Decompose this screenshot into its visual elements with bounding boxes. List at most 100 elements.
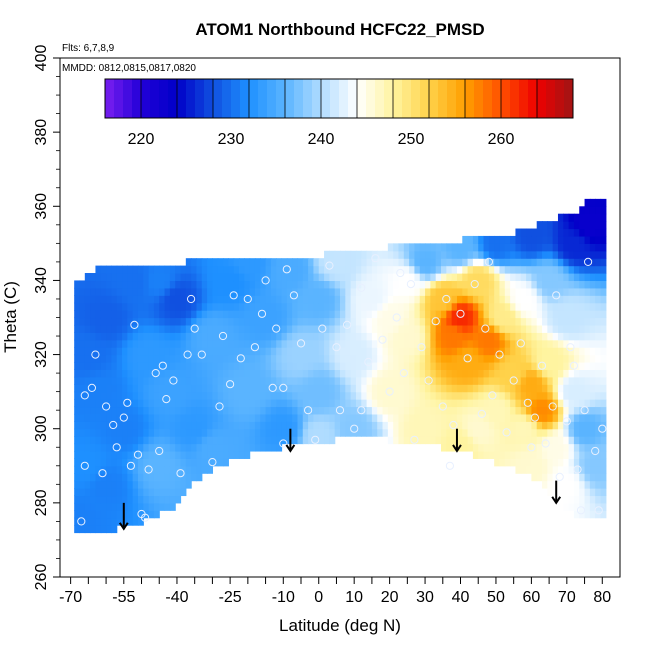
heatmap-cell <box>329 258 336 267</box>
heatmap-cell <box>425 436 431 445</box>
heatmap-cell <box>499 421 506 430</box>
heatmap-cell <box>382 399 389 408</box>
heatmap-cell <box>297 287 304 296</box>
colorbar-segment <box>456 79 466 118</box>
heatmap-cell <box>111 376 118 385</box>
heatmap-cell <box>207 413 214 422</box>
heatmap-cell <box>504 302 511 311</box>
heatmap-cell <box>557 213 564 222</box>
heatmap-cell <box>137 332 144 341</box>
heatmap-cell <box>557 421 564 430</box>
heatmap-cell <box>132 428 139 437</box>
sample-point <box>162 395 171 404</box>
heatmap-cell <box>472 376 479 385</box>
heatmap-cell <box>127 317 134 326</box>
heatmap-cell <box>488 273 495 282</box>
heatmap-cell <box>547 265 554 274</box>
heatmap-cell <box>100 376 107 385</box>
heatmap-cell <box>557 235 564 244</box>
heatmap-cell <box>345 265 352 274</box>
heatmap-cell <box>414 317 421 326</box>
heatmap-cell <box>371 391 378 400</box>
heatmap-cell <box>425 339 431 348</box>
heatmap-cell <box>276 258 283 267</box>
heatmap-cell <box>270 280 277 289</box>
sample-point <box>268 383 277 392</box>
sample-point <box>580 406 589 415</box>
heatmap-cell <box>329 332 336 341</box>
heatmap-cell <box>563 324 570 333</box>
heatmap-cell <box>180 280 187 289</box>
heatmap-cell <box>159 354 166 363</box>
heatmap-cell <box>90 310 97 319</box>
heatmap-cell <box>111 480 118 489</box>
heatmap-cell <box>472 443 479 452</box>
heatmap-cell <box>90 287 97 296</box>
heatmap-cell <box>244 287 251 296</box>
heatmap-cell <box>254 443 261 452</box>
heatmap-cell <box>387 413 394 422</box>
heatmap-cell <box>425 243 431 252</box>
heatmap-cell <box>207 421 214 430</box>
heatmap-cell <box>547 332 554 341</box>
heatmap-cell <box>557 391 564 400</box>
heatmap-cell <box>494 436 501 445</box>
heatmap-cell <box>568 502 575 511</box>
colorbar-segment <box>267 79 277 118</box>
heatmap-cell <box>520 250 527 259</box>
heatmap-cell <box>95 525 102 534</box>
heatmap-cell <box>419 384 426 393</box>
x-tick-label: 30 <box>416 589 434 606</box>
heatmap-cell <box>122 399 128 408</box>
heatmap-cell <box>164 406 171 415</box>
heatmap-cell <box>419 391 426 400</box>
heatmap-cell <box>531 287 538 296</box>
heatmap-cell <box>286 347 293 356</box>
heatmap-cell <box>201 443 208 452</box>
heatmap-cell <box>393 280 400 289</box>
heatmap-cell <box>573 243 580 252</box>
heatmap-cell <box>95 436 102 445</box>
heatmap-cell <box>488 384 495 393</box>
heatmap-cell <box>456 413 463 422</box>
heatmap-cell <box>292 399 299 408</box>
heatmap-cell <box>286 287 293 296</box>
heatmap-cell <box>238 436 245 445</box>
heatmap-cell <box>106 436 112 445</box>
heatmap-cell <box>595 317 602 326</box>
heatmap-cell <box>324 280 330 289</box>
heatmap-cell <box>568 332 575 341</box>
heatmap-cell <box>579 339 586 348</box>
heatmap-cell <box>265 436 272 445</box>
heatmap-cell <box>132 310 139 319</box>
heatmap-cell <box>552 399 559 408</box>
heatmap-cell <box>238 376 245 385</box>
sample-point <box>502 428 511 437</box>
heatmap-cell <box>191 273 198 282</box>
heatmap-cell <box>175 280 182 289</box>
heatmap-cell <box>371 339 378 348</box>
heatmap-cell <box>175 450 182 459</box>
heatmap-cell <box>355 399 362 408</box>
heatmap-cell <box>510 391 517 400</box>
heatmap-cell <box>520 361 527 370</box>
heatmap-cell <box>207 436 214 445</box>
heatmap-cell <box>207 258 214 267</box>
heatmap-cell <box>467 436 474 445</box>
heatmap-cell <box>366 384 373 393</box>
heatmap-cell <box>382 369 389 378</box>
heatmap-cell <box>228 399 235 408</box>
heatmap-cell <box>552 258 559 267</box>
heatmap-cell <box>217 332 224 341</box>
heatmap-cell <box>520 302 527 311</box>
heatmap-cell <box>238 265 245 274</box>
heatmap-cell <box>573 488 580 497</box>
heatmap-cell <box>462 436 469 445</box>
heatmap-cell <box>377 354 384 363</box>
heatmap-cell <box>403 243 410 252</box>
heatmap-cell <box>579 265 586 274</box>
heatmap-cell <box>515 443 522 452</box>
heatmap-cell <box>499 369 506 378</box>
heatmap-cell <box>212 265 219 274</box>
heatmap-cell <box>542 339 548 348</box>
